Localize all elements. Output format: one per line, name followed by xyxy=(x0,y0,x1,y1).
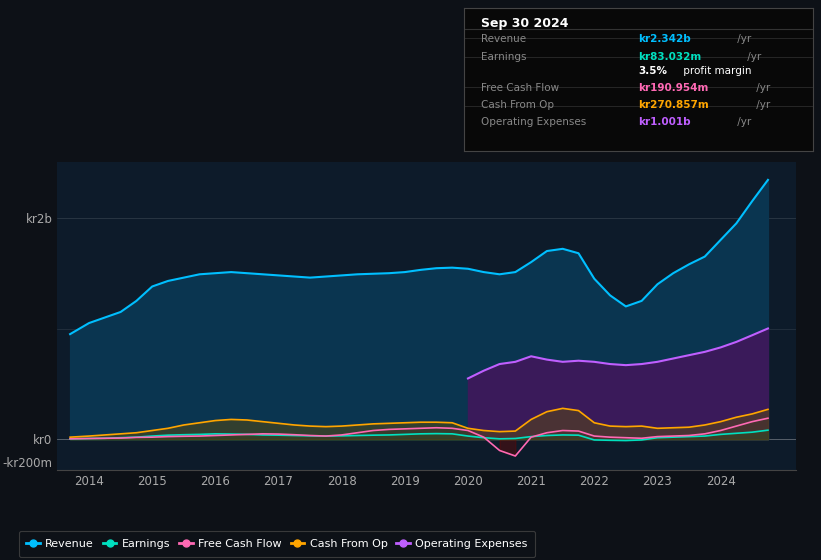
Text: Sep 30 2024: Sep 30 2024 xyxy=(481,17,569,30)
Text: kr83.032m: kr83.032m xyxy=(639,52,702,62)
Text: profit margin: profit margin xyxy=(680,66,752,76)
Text: /yr: /yr xyxy=(744,52,761,62)
Text: 3.5%: 3.5% xyxy=(639,66,667,76)
Text: Revenue: Revenue xyxy=(481,34,526,44)
Text: /yr: /yr xyxy=(734,117,751,127)
Text: Earnings: Earnings xyxy=(481,52,527,62)
Text: Operating Expenses: Operating Expenses xyxy=(481,117,586,127)
Text: kr190.954m: kr190.954m xyxy=(639,83,709,92)
Text: kr270.857m: kr270.857m xyxy=(639,100,709,110)
Text: Cash From Op: Cash From Op xyxy=(481,100,554,110)
Text: /yr: /yr xyxy=(754,100,771,110)
Text: kr2.342b: kr2.342b xyxy=(639,34,691,44)
Legend: Revenue, Earnings, Free Cash Flow, Cash From Op, Operating Expenses: Revenue, Earnings, Free Cash Flow, Cash … xyxy=(19,531,535,557)
Text: /yr: /yr xyxy=(734,34,751,44)
Text: Free Cash Flow: Free Cash Flow xyxy=(481,83,559,92)
Text: /yr: /yr xyxy=(754,83,771,92)
Text: kr1.001b: kr1.001b xyxy=(639,117,691,127)
